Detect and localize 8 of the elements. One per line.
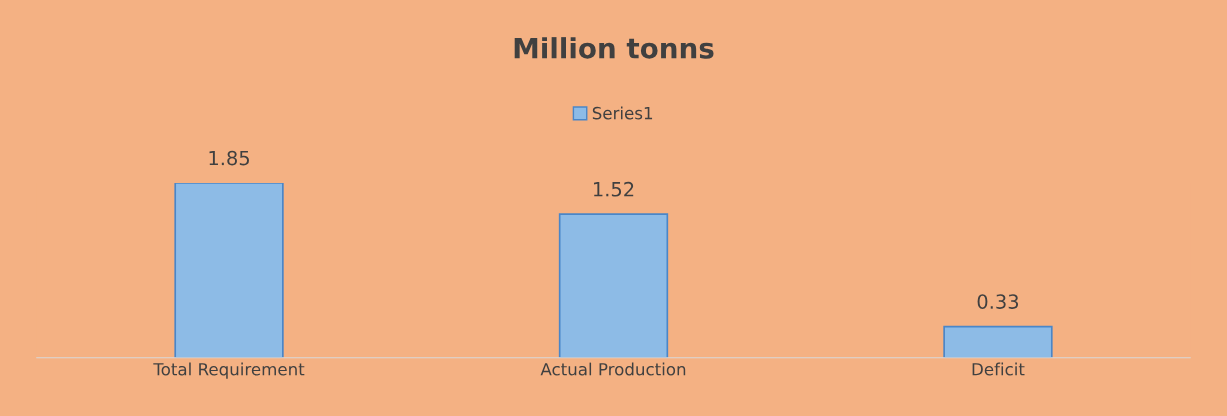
data-label: 1.85	[209, 150, 249, 166]
chart-title: Million tonns	[514, 37, 714, 59]
x-tick-label: Total Requirement	[153, 362, 305, 379]
legend-label: Series1	[592, 106, 653, 120]
x-tick-label: Deficit	[972, 362, 1025, 376]
x-tick-label: Actual Production	[540, 362, 686, 376]
data-label: 1.52	[593, 181, 634, 197]
data-label: 0.33	[977, 294, 1019, 309]
